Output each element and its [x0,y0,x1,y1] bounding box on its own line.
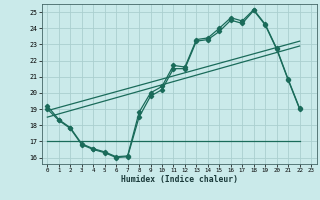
X-axis label: Humidex (Indice chaleur): Humidex (Indice chaleur) [121,175,238,184]
